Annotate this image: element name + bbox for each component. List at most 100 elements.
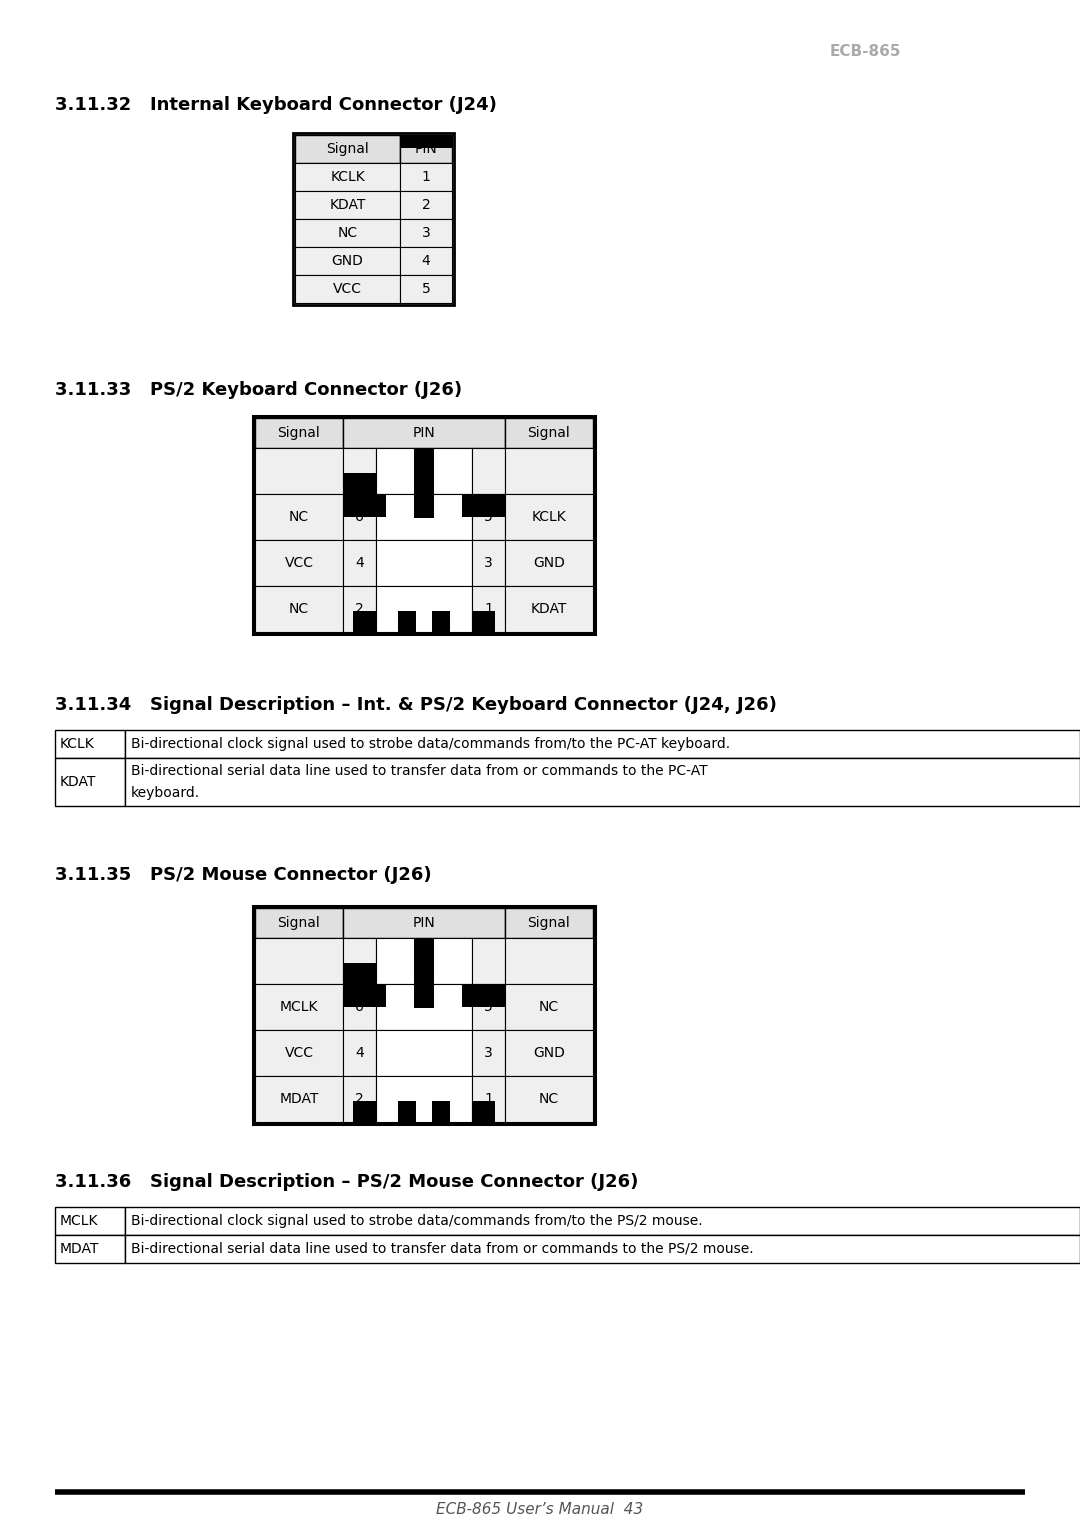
- Bar: [55, 1207, 125, 1235]
- Text: MDAT: MDAT: [60, 1242, 99, 1256]
- Text: 3.11.35   PS/2 Mouse Connector (J26): 3.11.35 PS/2 Mouse Connector (J26): [55, 866, 432, 885]
- Text: Signal: Signal: [528, 915, 570, 931]
- Bar: [472, 587, 505, 633]
- Text: 5: 5: [421, 283, 430, 296]
- Bar: [414, 938, 434, 984]
- Text: KDAT: KDAT: [329, 199, 366, 212]
- Bar: [295, 275, 400, 303]
- Text: KDAT: KDAT: [530, 602, 567, 616]
- Bar: [505, 587, 593, 633]
- Text: ECB-865: ECB-865: [831, 44, 902, 60]
- Text: 2: 2: [355, 602, 364, 616]
- Bar: [400, 134, 453, 163]
- Bar: [353, 1102, 376, 1122]
- Bar: [253, 416, 595, 634]
- Bar: [462, 494, 505, 516]
- Text: 3: 3: [484, 1047, 492, 1060]
- Bar: [343, 938, 376, 984]
- Bar: [343, 448, 376, 494]
- Bar: [255, 908, 343, 938]
- Bar: [462, 984, 505, 1007]
- Text: 3.11.33   PS/2 Keyboard Connector (J26): 3.11.33 PS/2 Keyboard Connector (J26): [55, 380, 462, 399]
- Text: PIN: PIN: [413, 915, 435, 931]
- Bar: [376, 587, 472, 633]
- Text: Signal: Signal: [278, 426, 321, 440]
- Text: KCLK: KCLK: [330, 170, 365, 183]
- Bar: [400, 134, 453, 148]
- Bar: [343, 539, 376, 587]
- Bar: [343, 494, 386, 516]
- Bar: [472, 539, 505, 587]
- Bar: [343, 984, 376, 1030]
- Bar: [400, 163, 453, 191]
- Bar: [353, 611, 376, 633]
- Bar: [125, 1235, 1080, 1264]
- Text: Bi-directional clock signal used to strobe data/commands from/to the PS/2 mouse.: Bi-directional clock signal used to stro…: [131, 1215, 703, 1229]
- Bar: [253, 906, 595, 1125]
- Text: NC: NC: [289, 510, 309, 524]
- Bar: [125, 730, 1080, 758]
- Bar: [343, 474, 376, 494]
- Text: 3: 3: [421, 226, 430, 240]
- Bar: [255, 494, 343, 539]
- Bar: [472, 1102, 495, 1122]
- Text: 6: 6: [355, 510, 364, 524]
- Text: GND: GND: [534, 556, 565, 570]
- Bar: [505, 938, 593, 984]
- Text: 4: 4: [355, 556, 364, 570]
- Text: Signal: Signal: [278, 915, 321, 931]
- Bar: [472, 984, 505, 1030]
- Bar: [376, 539, 472, 587]
- Text: 5: 5: [484, 999, 492, 1015]
- Text: Signal: Signal: [528, 426, 570, 440]
- Bar: [399, 1102, 416, 1122]
- Text: 3.11.34   Signal Description – Int. & PS/2 Keyboard Connector (J24, J26): 3.11.34 Signal Description – Int. & PS/2…: [55, 695, 777, 714]
- Bar: [343, 984, 386, 1007]
- Bar: [505, 539, 593, 587]
- Bar: [400, 275, 453, 303]
- Bar: [472, 448, 505, 494]
- Bar: [414, 494, 434, 518]
- Bar: [295, 134, 400, 163]
- Text: 2: 2: [355, 1093, 364, 1106]
- Text: 3: 3: [484, 556, 492, 570]
- Bar: [472, 611, 495, 633]
- Bar: [255, 448, 343, 494]
- Text: Bi-directional clock signal used to strobe data/commands from/to the PC-AT keybo: Bi-directional clock signal used to stro…: [131, 736, 730, 750]
- Bar: [399, 611, 416, 633]
- Bar: [505, 908, 593, 938]
- Bar: [505, 494, 593, 539]
- Bar: [55, 1235, 125, 1264]
- Bar: [414, 984, 434, 1008]
- Bar: [505, 1076, 593, 1122]
- Text: GND: GND: [332, 254, 364, 267]
- Bar: [414, 448, 434, 494]
- Text: Bi-directional serial data line used to transfer data from or commands to the PC: Bi-directional serial data line used to …: [131, 764, 707, 778]
- Text: 3.11.36   Signal Description – PS/2 Mouse Connector (J26): 3.11.36 Signal Description – PS/2 Mouse …: [55, 1174, 638, 1190]
- Bar: [343, 419, 505, 448]
- Bar: [376, 1076, 472, 1122]
- Bar: [472, 938, 505, 984]
- Bar: [472, 1076, 505, 1122]
- Bar: [255, 984, 343, 1030]
- Text: PIN: PIN: [413, 426, 435, 440]
- Text: 4: 4: [355, 1047, 364, 1060]
- Text: keyboard.: keyboard.: [131, 785, 200, 799]
- Text: 4: 4: [421, 254, 430, 267]
- Bar: [343, 1030, 376, 1076]
- Bar: [400, 248, 453, 275]
- Bar: [55, 758, 125, 805]
- Bar: [343, 963, 376, 984]
- Bar: [505, 419, 593, 448]
- Bar: [343, 587, 376, 633]
- Bar: [376, 1030, 472, 1076]
- Bar: [295, 163, 400, 191]
- Bar: [295, 219, 400, 248]
- Text: 2: 2: [421, 199, 430, 212]
- Bar: [432, 611, 450, 633]
- Text: VCC: VCC: [333, 283, 362, 296]
- Text: GND: GND: [534, 1047, 565, 1060]
- Text: ECB-865 User’s Manual  43: ECB-865 User’s Manual 43: [436, 1502, 644, 1517]
- Text: MCLK: MCLK: [280, 999, 319, 1015]
- Text: VCC: VCC: [284, 556, 313, 570]
